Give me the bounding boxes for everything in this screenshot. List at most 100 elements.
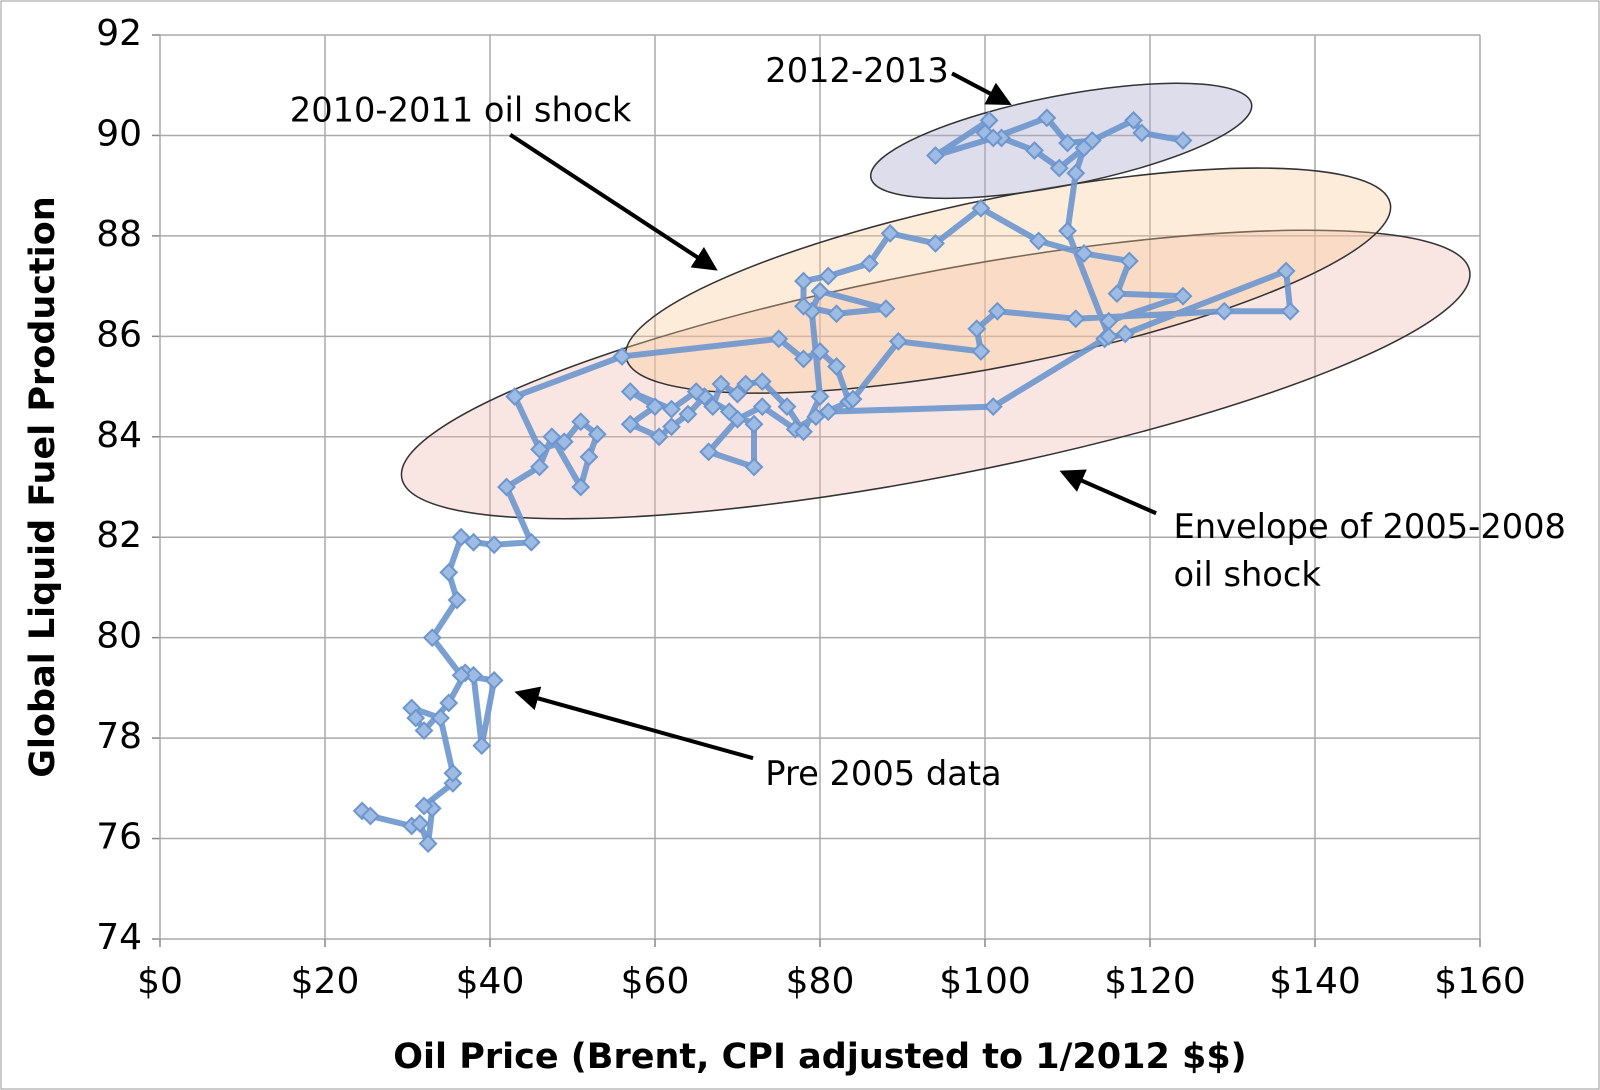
data-point [443, 773, 463, 793]
data-point [818, 266, 838, 286]
data-point [579, 447, 599, 467]
y-tick-label: 74 [96, 917, 142, 958]
data-point [414, 796, 434, 816]
data-point [979, 110, 999, 130]
data-point [1025, 141, 1044, 160]
data-point [876, 299, 896, 319]
data-point [497, 477, 516, 497]
data-point [620, 382, 640, 401]
data-point [736, 374, 756, 394]
data-point [530, 439, 549, 459]
data-point [1058, 133, 1077, 153]
data-point [1029, 231, 1049, 251]
data-point [464, 665, 483, 685]
x-axis-title: Oil Price (Brent, CPI adjusted to 1/2012… [393, 1037, 1246, 1077]
data-point [794, 422, 813, 442]
arrow [951, 71, 1012, 105]
y-tick-label: 86 [96, 314, 142, 355]
x-tick-label: $160 [1434, 961, 1526, 1002]
data-point [571, 477, 591, 497]
data-point [1115, 324, 1135, 344]
data-point [645, 397, 665, 417]
arrow [514, 686, 754, 761]
data-point [1124, 110, 1143, 130]
data-point [827, 357, 846, 376]
data-point [983, 397, 1003, 417]
data-point [769, 329, 789, 349]
data-point [360, 806, 380, 826]
data-point [744, 414, 764, 434]
data-point [587, 424, 607, 444]
data-point [843, 389, 863, 409]
y-axis-title: Global Liquid Fuel Production [23, 196, 63, 778]
data-point [447, 590, 467, 610]
x-tick-label: $100 [939, 961, 1031, 1002]
data-point [406, 708, 426, 728]
data-point [987, 301, 1007, 321]
data-point [703, 397, 723, 417]
data-point [1280, 301, 1300, 321]
y-tick-label: 78 [96, 716, 142, 757]
data-point [711, 374, 731, 394]
annotation: Envelope of 2005-2008 [1173, 507, 1566, 546]
data-point [662, 417, 681, 437]
data-point [860, 254, 879, 273]
data-point [1173, 131, 1193, 150]
y-tick-label: 88 [96, 214, 142, 255]
data-point [1037, 108, 1057, 128]
data-point [1066, 309, 1086, 329]
data-point [484, 535, 504, 555]
y-tick-label: 90 [96, 113, 142, 154]
data-point [410, 814, 430, 833]
data-point [1074, 244, 1094, 263]
annotations: 2012-2013 2010-2011 oil shock Envelope o… [290, 51, 1566, 793]
data-point [1132, 123, 1152, 143]
data-point [719, 402, 739, 422]
data-point [818, 402, 838, 422]
data-point [888, 331, 908, 351]
data-point [810, 387, 830, 407]
data-point [967, 319, 987, 339]
annotation: Pre 2005 data [765, 754, 1001, 793]
data-point [530, 457, 549, 477]
data-point [777, 397, 797, 417]
data-point [926, 146, 945, 165]
x-tick-label: $20 [291, 961, 360, 1002]
data-point [926, 234, 945, 253]
data-point [983, 128, 1003, 148]
data-point [542, 427, 562, 447]
x-tick-label: $80 [786, 961, 855, 1002]
data-point [971, 341, 991, 361]
data-point [554, 432, 574, 452]
annotation: oil shock [1173, 555, 1321, 594]
x-tick-label: $0 [137, 961, 183, 1002]
x-tick-label: $40 [456, 961, 525, 1002]
data-point [810, 281, 830, 301]
data-point [1107, 284, 1127, 304]
y-tick-label: 84 [96, 415, 142, 456]
y-tick-label: 80 [96, 616, 142, 657]
data-point [752, 397, 772, 417]
x-tick-label: $140 [1269, 961, 1361, 1002]
data-point [1214, 301, 1234, 321]
data-point [464, 532, 483, 552]
data-point [612, 347, 632, 366]
data-point [880, 223, 900, 243]
data-point [1099, 326, 1119, 346]
data-point [1066, 163, 1086, 183]
data-point [1049, 158, 1069, 178]
grid: 74 76 78 80 82 84 86 88 90 92 $0 $20 $40 $60 $80 $100 $1… [96, 13, 1526, 1002]
data-point [439, 693, 459, 713]
data-point [810, 341, 830, 361]
data-point [484, 670, 504, 690]
data-point [1119, 251, 1139, 271]
arrow [1059, 469, 1157, 516]
x-tick-label: $120 [1104, 961, 1196, 1002]
y-tick-label: 82 [96, 515, 142, 556]
data-point [744, 457, 764, 477]
data-point [431, 708, 450, 728]
data-point [752, 372, 772, 391]
x-tick-label: $60 [621, 961, 690, 1002]
data-point [1173, 286, 1193, 306]
